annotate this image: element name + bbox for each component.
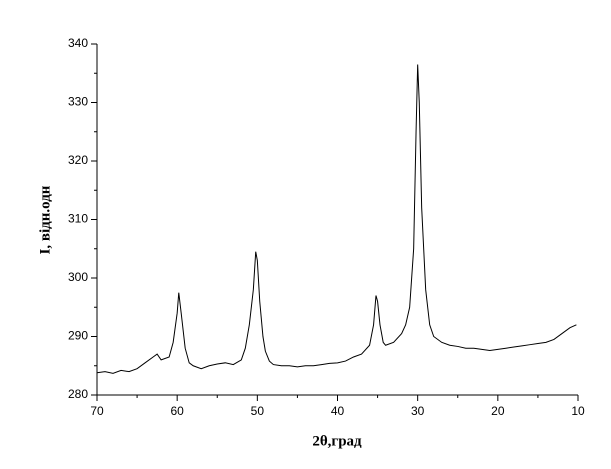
x-axis-title: 2θ,град <box>312 433 362 449</box>
y-tick-label: 280 <box>68 387 88 401</box>
y-tick-label: 310 <box>68 212 88 226</box>
x-tick-label: 60 <box>170 404 184 418</box>
y-tick-label: 330 <box>68 95 88 109</box>
y-tick-label: 320 <box>68 153 88 167</box>
y-tick-label: 300 <box>68 270 88 284</box>
x-tick-label: 50 <box>251 404 265 418</box>
y-tick-label: 290 <box>68 329 88 343</box>
x-tick-label: 30 <box>411 404 425 418</box>
y-tick-label: 340 <box>68 36 88 50</box>
y-axis-title: I, відн.одн <box>37 185 53 254</box>
x-tick-label: 10 <box>571 404 585 418</box>
x-tick-label: 70 <box>90 404 104 418</box>
data-line <box>96 64 577 374</box>
x-tick-label: 20 <box>491 404 505 418</box>
x-tick-label: 40 <box>331 404 345 418</box>
